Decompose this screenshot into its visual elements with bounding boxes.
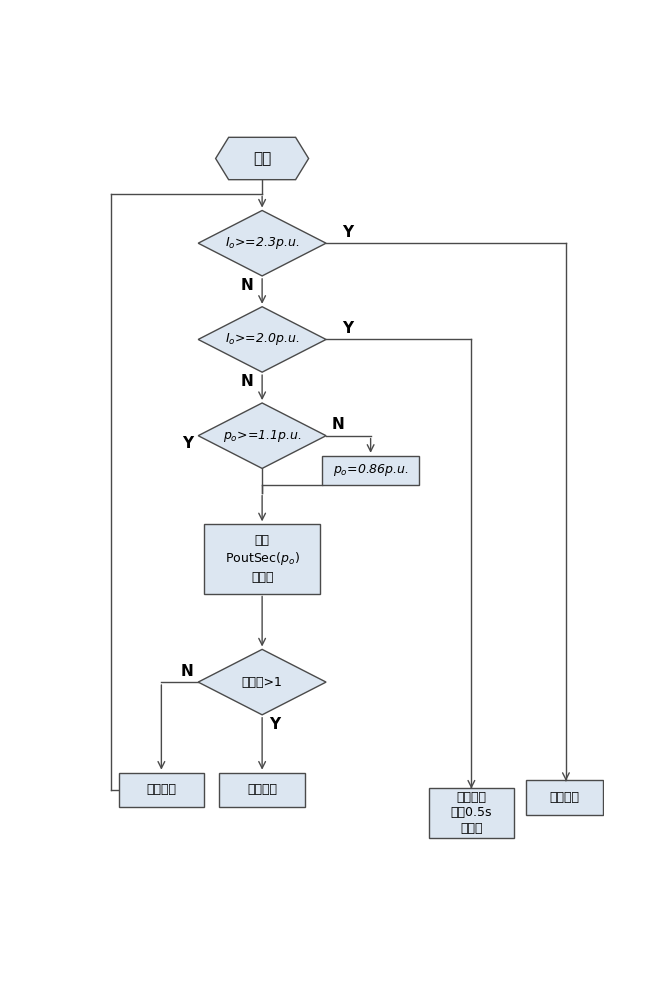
Text: 持续0.5s: 持续0.5s: [451, 806, 492, 820]
Bar: [322, 456, 419, 485]
Text: N: N: [240, 278, 253, 293]
Text: $I_o$>=2.0p.u.: $I_o$>=2.0p.u.: [225, 331, 299, 347]
Text: Y: Y: [269, 717, 280, 732]
Text: Y: Y: [342, 321, 354, 336]
Text: 过载停机: 过载停机: [247, 783, 277, 796]
Bar: [219, 773, 305, 807]
Text: $p_o$=0.86p.u.: $p_o$=0.86p.u.: [333, 462, 409, 478]
Text: 故障限流: 故障限流: [456, 791, 486, 804]
Polygon shape: [198, 649, 326, 715]
Text: 后停机: 后停机: [460, 822, 482, 835]
Text: 立即停机: 立即停机: [550, 791, 579, 804]
Text: $I_o$>=2.3p.u.: $I_o$>=2.3p.u.: [225, 235, 299, 251]
Text: Y: Y: [342, 225, 354, 240]
Text: N: N: [181, 664, 194, 679]
Text: 积分值>1: 积分值>1: [242, 676, 282, 689]
Text: N: N: [332, 417, 345, 432]
Bar: [525, 780, 603, 815]
Text: 正常运行: 正常运行: [146, 783, 176, 796]
Text: Y: Y: [182, 436, 193, 451]
Bar: [204, 524, 320, 594]
Text: 计算: 计算: [254, 534, 270, 547]
Polygon shape: [198, 210, 326, 276]
Polygon shape: [215, 137, 309, 180]
Text: 积分值: 积分值: [251, 571, 273, 584]
Text: 开始: 开始: [253, 151, 271, 166]
Polygon shape: [198, 307, 326, 372]
Text: N: N: [240, 374, 253, 389]
Bar: [119, 773, 204, 807]
Text: PoutSec($p_o$): PoutSec($p_o$): [225, 550, 299, 567]
Bar: [429, 788, 514, 838]
Text: $p_o$>=1.1p.u.: $p_o$>=1.1p.u.: [223, 428, 301, 444]
Polygon shape: [198, 403, 326, 468]
